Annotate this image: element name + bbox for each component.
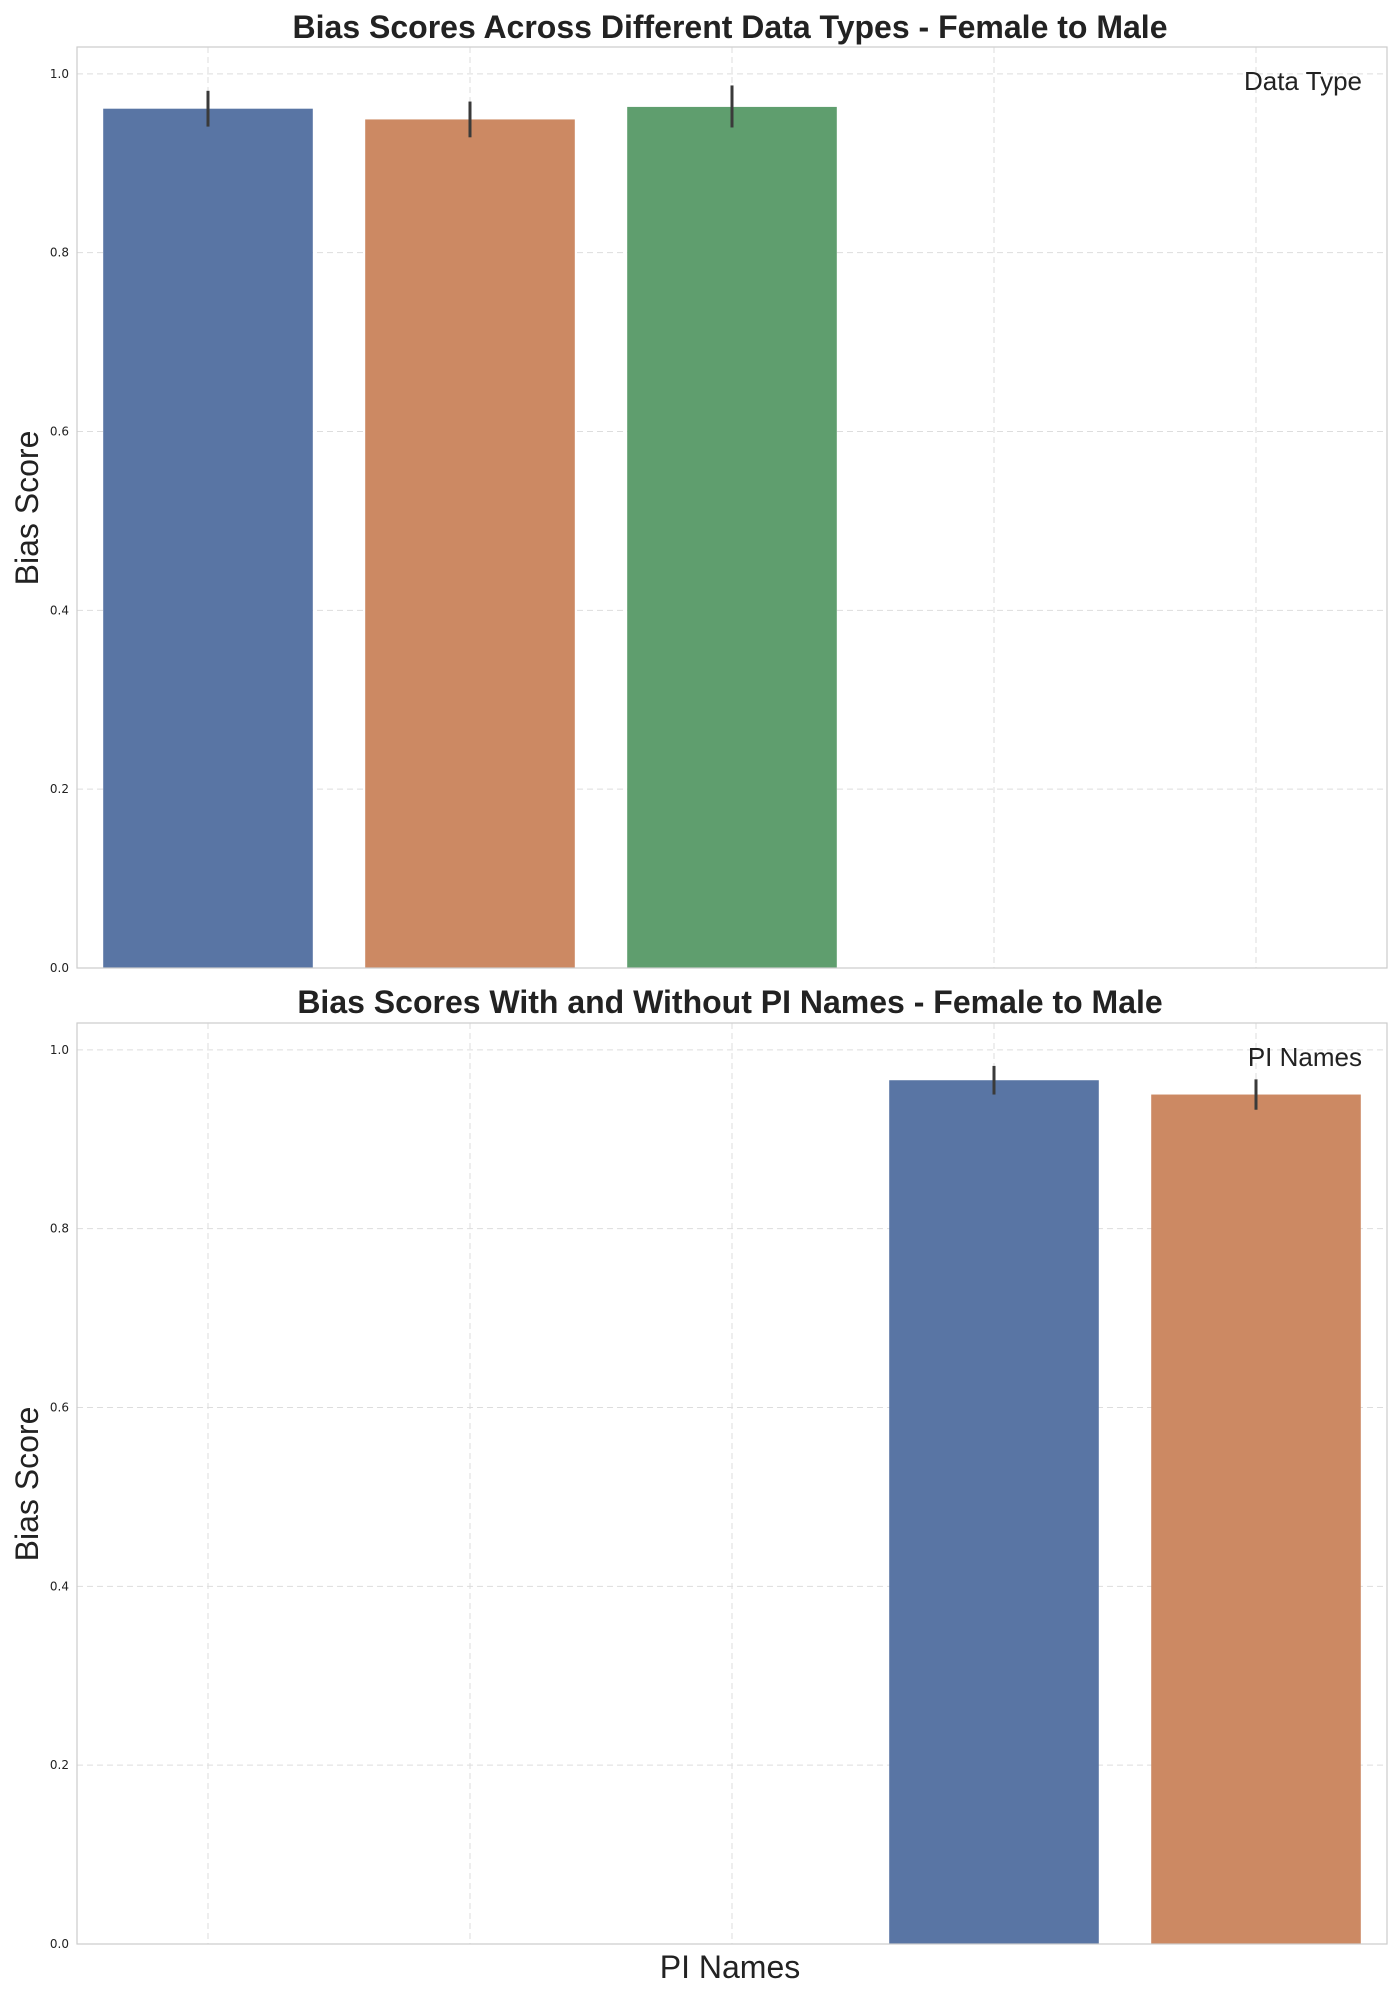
bars (889, 1065, 1361, 1944)
y-tick-label: 0.6 (50, 424, 69, 438)
legend-title: Data Type (1244, 66, 1362, 96)
chart-panel-data-types: Bias Scores Across Different Data Types … (9, 9, 1388, 975)
y-tick-label: 0.4 (50, 603, 69, 617)
y-tick-label: 1.0 (50, 67, 69, 81)
legend-title: PI Names (1248, 1042, 1362, 1072)
bar (889, 1080, 1099, 1944)
plot-frame (76, 1022, 1388, 1945)
y-tick-label: 0.0 (50, 961, 69, 975)
plot-frame (76, 46, 1388, 969)
y-tick-label: 0.8 (50, 246, 69, 260)
y-tick-label: 0.6 (50, 1400, 69, 1414)
bar (103, 108, 313, 968)
y-ticks: 0.0 0.2 0.4 0.6 0.8 1.0 (50, 67, 69, 975)
y-tick-label: 0.2 (50, 1758, 69, 1772)
bars (103, 85, 837, 968)
bar (627, 106, 837, 968)
y-tick-label: 0.2 (50, 782, 69, 796)
y-ticks: 0.0 0.2 0.4 0.6 0.8 1.0 (50, 1043, 69, 1951)
y-tick-label: 1.0 (50, 1043, 69, 1057)
y-axis-label: Bias Score (9, 1407, 45, 1562)
y-axis-label: Bias Score (9, 431, 45, 586)
bar (1151, 1094, 1361, 1944)
y-tick-label: 0.0 (50, 1937, 69, 1951)
chart-title: Bias Scores Across Different Data Types … (293, 9, 1168, 45)
chart-panel-pi-names: Bias Scores With and Without PI Names - … (9, 984, 1388, 1985)
y-tick-label: 0.8 (50, 1222, 69, 1236)
bar (365, 119, 575, 968)
x-axis-label: PI Names (660, 1949, 800, 1985)
y-tick-label: 0.4 (50, 1579, 69, 1593)
chart-title: Bias Scores With and Without PI Names - … (297, 984, 1162, 1020)
